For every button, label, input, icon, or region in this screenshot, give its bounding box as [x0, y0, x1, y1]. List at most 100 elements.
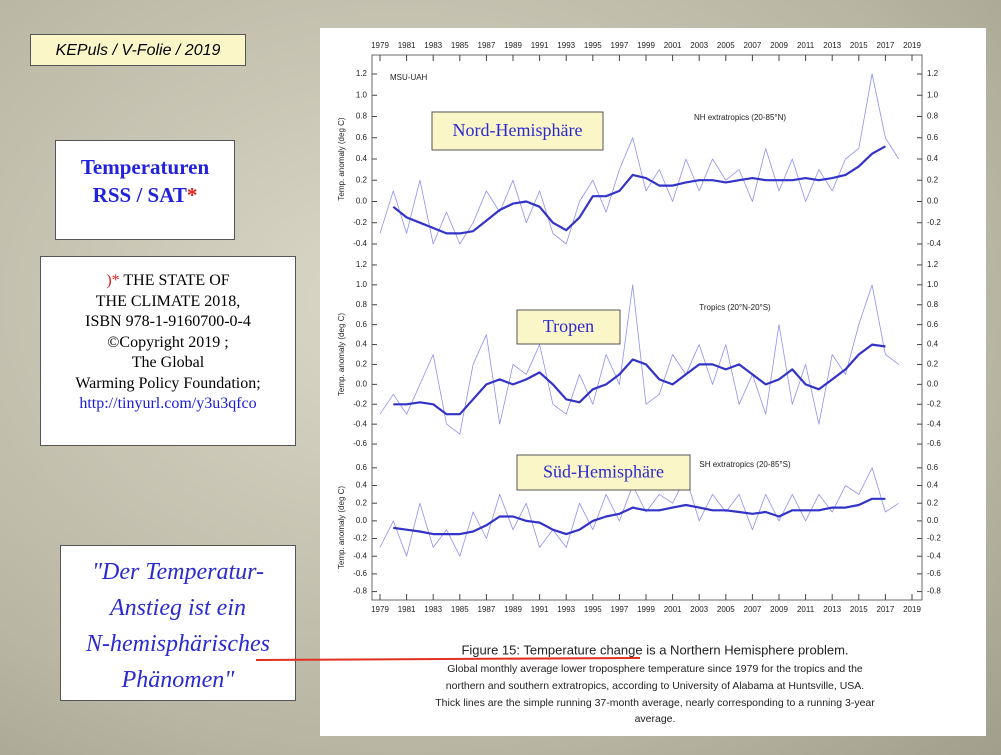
x-tick-label: 1997: [611, 41, 629, 50]
x-tick-label: 2007: [744, 605, 762, 614]
connector-line: [255, 657, 641, 661]
y-tick-label-right: 0.4: [927, 481, 939, 490]
x-tick-label: 1981: [398, 605, 416, 614]
quote-line: N-hemisphärisches: [86, 631, 270, 657]
x-tick-label: 2001: [664, 41, 682, 50]
y-tick-label: 0.2: [356, 175, 368, 184]
x-tick-label: 2007: [744, 41, 762, 50]
y-tick-label-right: 0.0: [927, 516, 939, 525]
series-line: [379, 467, 899, 557]
series-line: [379, 284, 899, 435]
x-tick-label: 1991: [531, 41, 549, 50]
citation-line: ISBN 978-1-9160700-0-4: [85, 313, 251, 330]
y-tick-label-right: -0.4: [927, 551, 941, 560]
citation-text: THE STATE OF: [123, 272, 230, 289]
x-tick-label: 2001: [664, 605, 682, 614]
x-tick-label: 2013: [823, 605, 841, 614]
x-tick-label: 1991: [531, 605, 549, 614]
x-tick-label: 1983: [424, 605, 442, 614]
x-tick-label: 2011: [797, 605, 815, 614]
x-tick-label: 2017: [877, 605, 895, 614]
quote-box: "Der Temperatur- Anstieg ist ein N-hemisph…: [60, 545, 296, 701]
x-tick-label: 2017: [877, 41, 895, 50]
panel-label: Nord-Hemisphäre: [453, 120, 583, 140]
y-tick-label-right: -0.8: [927, 587, 941, 596]
y-tick-label: 0.4: [356, 481, 368, 490]
series-line: [393, 343, 886, 416]
x-tick-label: 1999: [637, 41, 655, 50]
citation-line: Warming Policy Foundation;: [75, 374, 261, 392]
x-tick-label: 2013: [823, 41, 841, 50]
y-tick-label-right: 0.6: [927, 133, 939, 142]
x-tick-label: 1995: [584, 605, 602, 614]
caption-line: average.: [635, 713, 676, 725]
y-tick-label: -0.4: [353, 551, 367, 560]
source-label: MSU-UAH: [390, 73, 428, 82]
y-tick-label-right: -0.2: [927, 399, 941, 408]
y-tick-label: 0.6: [356, 320, 368, 329]
series-line: [379, 73, 900, 245]
y-tick-label: 0.4: [356, 340, 368, 349]
y-tick-label: -0.4: [353, 419, 367, 428]
x-tick-label: 2015: [850, 605, 868, 614]
y-tick-label: 0.2: [356, 360, 368, 369]
series-line: [393, 497, 886, 536]
y-tick-label: 1.0: [356, 280, 368, 289]
y-tick-label-right: 1.0: [927, 280, 939, 289]
y-tick-label-right: -0.6: [927, 569, 941, 578]
y-tick-label: -0.6: [353, 439, 367, 448]
y-tick-label-right: 0.6: [927, 320, 939, 329]
x-tick-label: 1989: [504, 41, 522, 50]
y-tick-label: 0.0: [356, 197, 368, 206]
y-tick-label: 0.2: [356, 498, 368, 507]
y-tick-label-right: 0.4: [927, 154, 939, 163]
y-tick-label-right: 0.0: [927, 379, 939, 388]
panel-title: NH extratropics (20-85°N): [694, 113, 786, 122]
x-tick-label: 1997: [611, 605, 629, 614]
panel-label-box: [516, 309, 621, 345]
citation-line: ©Copyright 2019 ;: [107, 333, 229, 351]
quote-line: Anstieg ist ein: [110, 595, 246, 621]
title-box: Temperaturen RSS / SAT*: [55, 140, 235, 240]
x-tick-label: 1989: [504, 605, 522, 614]
x-tick-label: 1993: [557, 605, 575, 614]
y-tick-label: 1.2: [356, 260, 368, 269]
y-tick-label: 0.6: [356, 463, 368, 472]
title-star: *: [186, 183, 198, 207]
y-tick-label-right: 1.0: [927, 90, 939, 99]
citation-link[interactable]: http://tinyurl.com/y3u3qfco: [79, 395, 257, 412]
y-tick-label-right: 0.6: [927, 463, 939, 472]
x-tick-label: 2015: [850, 41, 868, 50]
y-tick-label-right: -0.2: [927, 534, 941, 543]
y-tick-label: 0.6: [356, 133, 368, 142]
y-tick-label: -0.2: [353, 218, 367, 227]
y-tick-label-right: 0.4: [927, 340, 939, 349]
y-tick-label-right: -0.2: [927, 218, 941, 227]
x-tick-label: 2005: [717, 605, 735, 614]
citation-line: THE CLIMATE 2018,: [95, 292, 241, 310]
title-text: RSS / SAT: [92, 183, 187, 207]
caption-line: Global monthly average lower troposphere…: [447, 663, 863, 675]
citation-box: )* THE STATE OF THE CLIMATE 2018, ISBN 978…: [40, 256, 296, 446]
x-tick-label: 2019: [903, 41, 921, 50]
y-tick-label-right: 1.2: [927, 69, 939, 78]
y-tick-label-right: -0.4: [927, 239, 941, 248]
x-tick-label: 1995: [584, 41, 602, 50]
figure-panel: [320, 28, 986, 736]
series-line: [392, 145, 886, 235]
x-tick-label: 2009: [770, 41, 788, 50]
citation-marker: )*: [106, 272, 120, 289]
y-tick-label: 0.8: [356, 300, 368, 309]
y-tick-label: -0.4: [353, 239, 367, 248]
y-tick-label: 1.2: [356, 69, 368, 78]
y-axis-label: Temp. anomaly (deg C): [337, 313, 346, 396]
y-tick-label-right: 0.2: [927, 175, 939, 184]
y-tick-label: 0.8: [356, 112, 368, 121]
quote-line: Phänomen": [121, 667, 235, 693]
y-axis-label: Temp. anomaly (deg C): [337, 486, 346, 569]
panel-label-box: [516, 454, 691, 491]
plot-frame: [371, 54, 923, 601]
x-tick-label: 1999: [637, 605, 655, 614]
